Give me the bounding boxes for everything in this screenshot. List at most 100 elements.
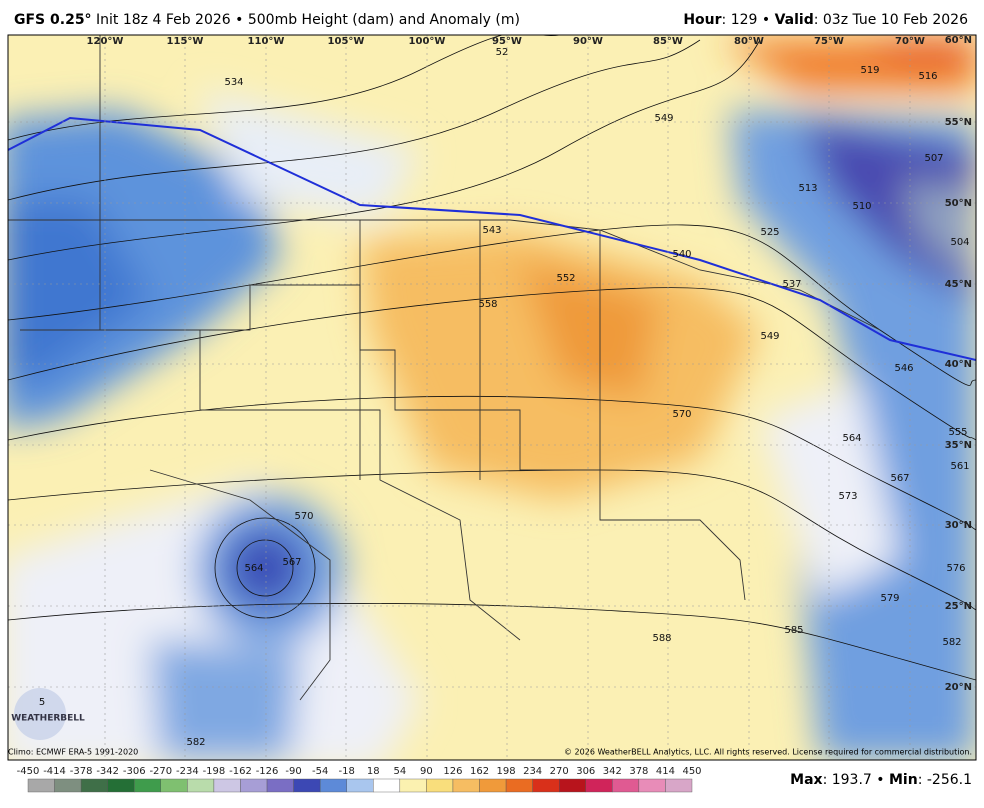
latitude-label: 50°N [945, 198, 972, 209]
colorbar-swatch [213, 778, 241, 793]
colorbar-swatch [532, 778, 560, 793]
contour-label: 519 [860, 65, 879, 76]
max-label: Max [790, 772, 822, 788]
contour-label: 516 [918, 71, 937, 82]
contour-label: 510 [852, 201, 871, 212]
colorbar-tick-label: 90 [420, 766, 433, 777]
colorbar-tick-label: -342 [96, 766, 119, 777]
contour-label: 567 [282, 557, 301, 568]
contour-label: 549 [654, 113, 673, 124]
colorbar-tick-label: -162 [229, 766, 252, 777]
contour-label: 582 [942, 637, 961, 648]
latitude-label: 60°N [945, 35, 972, 46]
colorbar-swatch [27, 778, 55, 793]
latitude-label: 40°N [945, 359, 972, 370]
latitude-label: 20°N [945, 682, 972, 693]
longitude-label: 100°W [409, 36, 446, 47]
colorbar-swatch [479, 778, 507, 793]
colorbar-swatch [293, 778, 321, 793]
colorbar-tick-label: 306 [576, 766, 595, 777]
contour-label: 558 [478, 299, 497, 310]
contour-label: 567 [890, 473, 909, 484]
longitude-label: 105°W [328, 36, 365, 47]
logo-text: WEATHERBELL [11, 714, 85, 724]
max-min: Max: 193.7 • Min: -256.1 [790, 772, 972, 788]
contour-label: 5 [39, 697, 45, 708]
colorbar-tick-label: -414 [43, 766, 66, 777]
latitude-label: 35°N [945, 440, 972, 451]
colorbar-tick-label: -306 [123, 766, 146, 777]
longitude-label: 75°W [814, 36, 844, 47]
map-frame [7, 34, 977, 761]
colorbar-tick-label: 450 [682, 766, 701, 777]
map-labels: 120°W 115°W 110°W 105°W 100°W 95°W 90°W 85°W 80°… [39, 35, 972, 748]
contour-label: 534 [224, 77, 243, 88]
contour-label: 573 [838, 491, 857, 502]
header-left: GFS 0.25° Init 18z 4 Feb 2026 • 500mb He… [14, 12, 520, 28]
colorbar-swatch [107, 778, 135, 793]
copyright: © 2026 WeatherBELL Analytics, LLC. All r… [564, 748, 972, 757]
colorbar-tick-label: -270 [149, 766, 172, 777]
contour-label: 546 [894, 363, 913, 374]
longitude-label: 120°W [87, 36, 124, 47]
latitude-label: 55°N [945, 117, 972, 128]
colorbar-swatch [612, 778, 640, 793]
contour-label: 564 [842, 433, 861, 444]
header-right: Hour: 129 • Valid: 03z Tue 10 Feb 2026 [683, 12, 968, 28]
colorbar-tick-label: 234 [523, 766, 542, 777]
contour-label: 552 [556, 273, 575, 284]
contour-label: 537 [782, 279, 801, 290]
colorbar-tick-label: 378 [629, 766, 648, 777]
colorbar-tick-label: 414 [656, 766, 675, 777]
colorbar-swatch [134, 778, 162, 793]
min-value: : -256.1 [918, 772, 972, 788]
contour-label: 576 [946, 563, 965, 574]
contour-label: 543 [482, 225, 501, 236]
contour-label: 585 [784, 625, 803, 636]
model: GFS 0.25° [14, 12, 92, 28]
colorbar-swatch [266, 778, 294, 793]
colorbar-swatch [319, 778, 347, 793]
colorbar-tick-label: 126 [443, 766, 462, 777]
contour-label: 579 [880, 593, 899, 604]
colorbar-tick-label: -126 [256, 766, 279, 777]
contour-label: 540 [672, 249, 691, 260]
latitude-label: 45°N [945, 279, 972, 290]
colorbar-tick-label: -378 [70, 766, 93, 777]
contour-label: 570 [294, 511, 313, 522]
colorbar-swatch [665, 778, 693, 793]
contour-label: 52 [496, 47, 509, 58]
colorbar-swatch [80, 778, 108, 793]
longitude-label: 110°W [248, 36, 285, 47]
longitude-label: 115°W [167, 36, 204, 47]
contour-label: 564 [244, 563, 263, 574]
colorbar-tick-label: 18 [367, 766, 380, 777]
colorbar-swatch [187, 778, 215, 793]
colorbar-tick-label: -54 [312, 766, 328, 777]
colorbar-swatch [505, 778, 533, 793]
contour-label: 570 [672, 409, 691, 420]
longitude-label: 85°W [653, 36, 683, 47]
longitude-label: 90°W [573, 36, 603, 47]
colorbar-swatch [346, 778, 374, 793]
colorbar-swatch [585, 778, 613, 793]
contour-label: 525 [760, 227, 779, 238]
colorbar: -450 -414 -378 -342 -306 -270 -234 -198 -162 -126… [17, 766, 702, 793]
colorbar-swatch [373, 778, 401, 793]
contour-label: 504 [950, 237, 969, 248]
contour-label: 561 [950, 461, 969, 472]
colorbar-swatch [452, 778, 480, 793]
colorbar-tick-label: 342 [603, 766, 622, 777]
valid-label: Valid [775, 12, 814, 28]
subtitle: Init 18z 4 Feb 2026 • 500mb Height (dam)… [96, 12, 520, 28]
colorbar-swatch [399, 778, 427, 793]
max-value: : 193.7 • [823, 772, 889, 788]
colorbar-tick-label: -450 [17, 766, 40, 777]
latitude-label: 25°N [945, 601, 972, 612]
colorbar-tick-label: -198 [203, 766, 226, 777]
colorbar-swatch [54, 778, 82, 793]
valid-value: : 03z Tue 10 Feb 2026 [814, 12, 968, 28]
contour-label: 588 [652, 633, 671, 644]
contour-label: 507 [924, 153, 943, 164]
